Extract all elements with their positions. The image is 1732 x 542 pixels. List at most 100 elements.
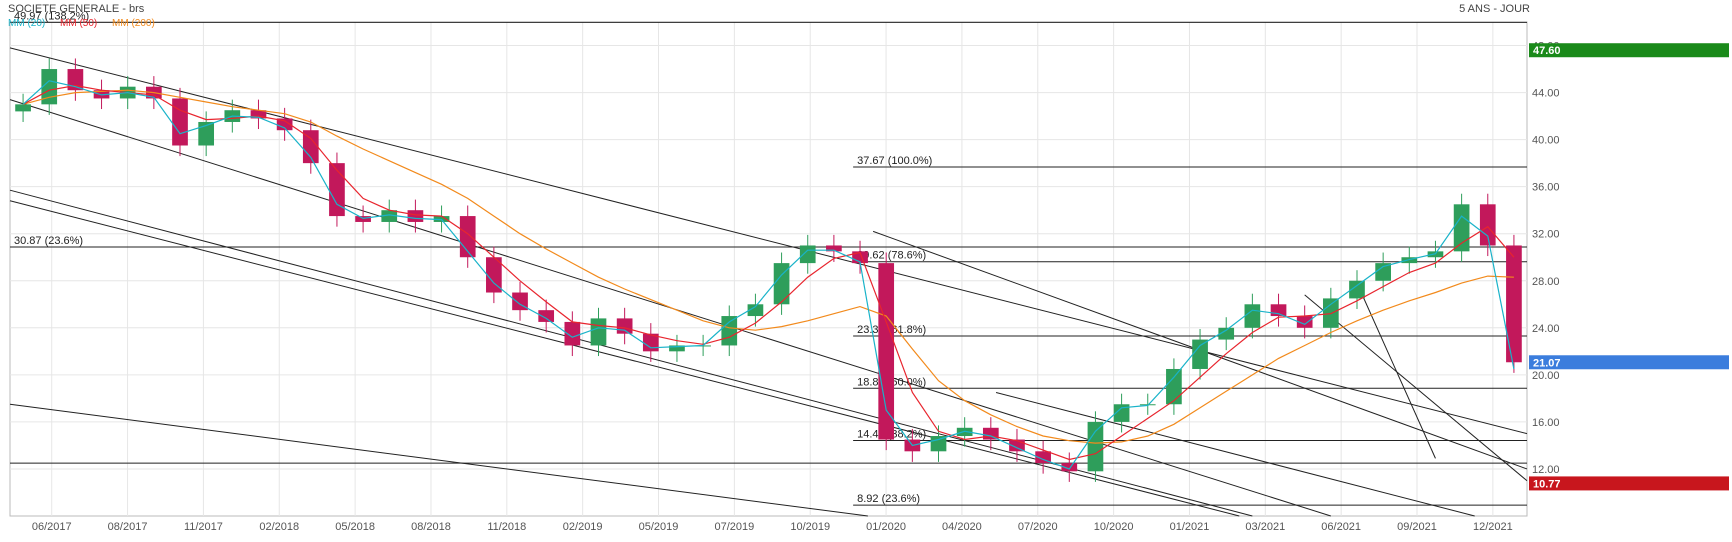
candle-body xyxy=(590,318,607,346)
candle-body xyxy=(1009,439,1025,452)
candle-body xyxy=(1166,368,1182,405)
legend-entry: MM (50) xyxy=(60,18,97,29)
trend-line xyxy=(9,200,1240,517)
candle-body xyxy=(1087,421,1104,472)
candle-body xyxy=(538,310,555,322)
price-badge-label: 21.07 xyxy=(1533,357,1561,369)
trend-line xyxy=(1304,294,1528,482)
price-badge-label: 10.77 xyxy=(1533,478,1561,490)
x-tick-label: 08/2018 xyxy=(411,521,451,533)
ma200-line xyxy=(22,89,1514,444)
plot-frame xyxy=(9,21,1528,517)
trend-line xyxy=(1356,282,1436,459)
candle-body xyxy=(669,345,685,352)
period-label: 5 ANS - JOUR xyxy=(1459,3,1530,15)
candle-body xyxy=(773,263,790,305)
x-tick-label: 01/2020 xyxy=(866,521,906,533)
candle-body xyxy=(1479,204,1496,246)
candle-body xyxy=(302,130,319,164)
trend-line xyxy=(9,403,868,517)
price-badge xyxy=(1529,476,1729,491)
candle-body xyxy=(67,69,84,91)
candle-body xyxy=(747,304,764,317)
candle-body xyxy=(799,245,816,264)
y-tick-label: 32.00 xyxy=(1532,229,1560,241)
candle-body xyxy=(878,263,895,440)
y-tick-label: 28.00 xyxy=(1532,276,1560,288)
x-tick-label: 02/2019 xyxy=(563,521,603,533)
candle-body xyxy=(198,121,215,146)
candle-body xyxy=(276,118,293,131)
candle-body xyxy=(407,210,424,222)
price-badge-label: 47.60 xyxy=(1533,45,1561,57)
candle-body xyxy=(329,163,345,217)
x-tick-label: 05/2018 xyxy=(335,521,375,533)
price-badge xyxy=(1529,355,1729,370)
x-tick-label: 10/2019 xyxy=(790,521,830,533)
price-badge xyxy=(1529,43,1729,58)
y-tick-label: 40.00 xyxy=(1532,135,1560,147)
ma20-line xyxy=(22,80,1515,470)
x-tick-label: 08/2017 xyxy=(108,521,148,533)
candle-body xyxy=(172,98,188,146)
candle-body xyxy=(381,210,398,222)
candle-body xyxy=(642,333,659,352)
x-tick-label: 03/2021 xyxy=(1245,521,1285,533)
candle-body xyxy=(1218,327,1235,340)
y-tick-label: 24.00 xyxy=(1532,323,1560,335)
grid xyxy=(9,21,1528,517)
x-tick-label: 09/2021 xyxy=(1397,521,1437,533)
x-tick-label: 11/2018 xyxy=(487,521,526,533)
candle-body xyxy=(1270,304,1287,317)
y-tick-label: 12.00 xyxy=(1532,464,1560,476)
candle-body xyxy=(616,318,633,334)
candle-body xyxy=(41,69,58,105)
y-tick-label: 44.00 xyxy=(1532,88,1560,100)
fibonacci-levels: 49.97 (138.2%) 37.67 (100.0%) 30.87 (23.6%… xyxy=(10,10,1527,506)
ma50-line xyxy=(22,84,1515,461)
x-tick-label: 05/2019 xyxy=(639,521,679,533)
trend-line xyxy=(995,392,1475,517)
price-badges: 47.60 21.07 10.77 xyxy=(1529,43,1729,491)
chart-title: SOCIETE GENERALE - brs xyxy=(8,3,145,15)
candle-body xyxy=(15,104,31,112)
x-tick-label: 07/2020 xyxy=(1018,521,1058,533)
x-tick-label: 06/2017 xyxy=(32,521,72,533)
candle-body xyxy=(486,257,502,293)
y-tick-label: 20.00 xyxy=(1532,370,1560,382)
candle-body xyxy=(852,251,868,264)
x-tick-label: 02/2018 xyxy=(259,521,299,533)
candle-body xyxy=(1375,263,1391,281)
moving-averages xyxy=(22,80,1515,470)
candlesticks xyxy=(15,58,1522,482)
legend-entry: MM (200) xyxy=(112,18,155,29)
y-tick-label: 36.00 xyxy=(1532,182,1560,194)
fib-level-label: 29.62 (78.6%) xyxy=(857,250,926,262)
candle-body xyxy=(1296,316,1313,328)
legend: MM (20) MM (50) MM (200) xyxy=(8,18,155,29)
trend-line xyxy=(9,47,1528,435)
fib-level-label: 30.87 (23.6%) xyxy=(14,235,83,247)
candle-body xyxy=(1192,339,1208,369)
candle-body xyxy=(1349,280,1365,299)
x-tick-label: 11/2017 xyxy=(184,521,223,533)
candle-body xyxy=(826,245,842,252)
candle-body xyxy=(982,427,999,440)
candle-body xyxy=(564,321,581,346)
fib-level-label: 8.92 (23.6%) xyxy=(857,493,920,505)
fib-level-label: 49.97 (138.2%) xyxy=(14,10,89,22)
x-tick-label: 10/2020 xyxy=(1094,521,1134,533)
candle-body xyxy=(1035,451,1051,464)
x-tick-label: 06/2021 xyxy=(1321,521,1361,533)
candle-body xyxy=(721,316,738,346)
legend-entry: MM (20) xyxy=(8,18,45,29)
fib-level-label: 37.67 (100.0%) xyxy=(857,155,932,167)
candle-body xyxy=(1244,304,1261,328)
x-tick-label: 01/2021 xyxy=(1170,521,1210,533)
candle-body xyxy=(250,110,267,119)
x-tick-label: 04/2020 xyxy=(942,521,982,533)
y-tick-label: 16.00 xyxy=(1532,417,1560,429)
candle-body xyxy=(1506,245,1522,363)
